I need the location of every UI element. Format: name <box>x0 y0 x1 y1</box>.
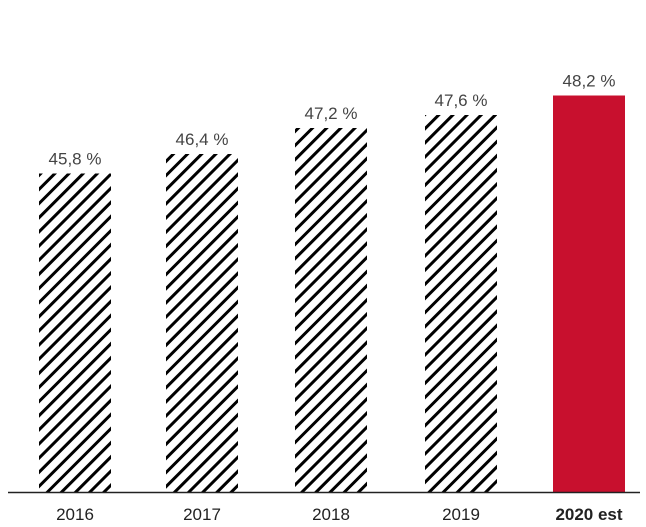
bars-layer <box>39 95 625 492</box>
value-label-2016: 45,8 % <box>49 150 102 169</box>
bar-2018 <box>295 128 367 492</box>
x-tick-label-2017: 2017 <box>183 505 221 524</box>
bar-2017 <box>166 154 238 492</box>
value-label-2018: 47,2 % <box>305 104 358 123</box>
value-label-2019: 47,6 % <box>435 91 488 110</box>
bar-2020-est <box>553 95 625 492</box>
x-tick-label-2019: 2019 <box>442 505 480 524</box>
x-tick-labels-layer: 2016 2017 2018 2019 2020 est <box>56 505 623 524</box>
x-tick-label-2016: 2016 <box>56 505 94 524</box>
value-labels-layer: 45,8 % 46,4 % 47,2 % 47,6 % 48,2 % <box>49 72 616 169</box>
x-tick-label-2020-est: 2020 est <box>555 505 622 524</box>
bar-2016 <box>39 173 111 492</box>
bar-2019 <box>425 115 497 492</box>
value-label-2017: 46,4 % <box>176 130 229 149</box>
x-tick-label-2018: 2018 <box>312 505 350 524</box>
value-label-2020-est: 48,2 % <box>563 72 616 91</box>
